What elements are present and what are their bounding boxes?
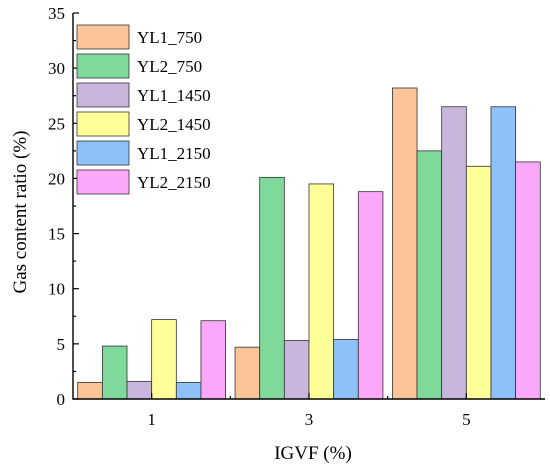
x-tick-label: 5: [462, 410, 471, 429]
legend-swatch-YL1_750: [76, 24, 130, 50]
y-tick-label: 5: [57, 335, 66, 354]
bar-YL2_1450-3: [308, 183, 335, 400]
y-tick-label: 35: [48, 4, 65, 23]
bar-YL2_2150-1: [200, 320, 227, 400]
legend: YL1_750 YL2_750 YL1_1450 YL2_1450 YL1_2150 YL…: [76, 24, 211, 195]
legend-swatch-YL2_1450: [76, 111, 130, 137]
legend-label-YL1_750: YL1_750: [137, 28, 202, 47]
bar-YL1_2150-1: [175, 382, 202, 400]
bar-YL1_2150-3: [333, 339, 359, 400]
bar-YL2_1450-5: [465, 165, 492, 400]
bar-YL2_1450-1: [151, 319, 177, 400]
bar-YL2_750-5: [416, 150, 443, 400]
legend-swatch-YL2_750: [76, 53, 130, 79]
y-tick-label: 0: [57, 390, 66, 409]
y-tick-label: 20: [48, 169, 65, 188]
bar-YL1_1450-3: [283, 340, 310, 400]
bar-YL1_1450-1: [126, 380, 153, 400]
x-axis-label: IGVF (%): [274, 443, 352, 464]
bars-group: [77, 87, 541, 400]
x-tick-label: 1: [147, 410, 156, 429]
bar-YL2_750-1: [101, 345, 128, 400]
bar-YL1_750-3: [234, 346, 261, 400]
legend-label-YL2_1450: YL2_1450: [137, 115, 211, 134]
bar-YL1_750-5: [391, 87, 418, 400]
y-tick-label: 15: [48, 225, 65, 244]
legend-swatch-YL1_2150: [76, 140, 130, 166]
y-axis-label: Gas content ratio (%): [10, 130, 31, 293]
legend-label-YL1_1450: YL1_1450: [137, 86, 211, 105]
y-tick-label: 30: [48, 59, 65, 78]
y-tick-label: 25: [48, 114, 65, 133]
legend-swatch-YL1_1450: [76, 82, 130, 108]
bar-YL2_2150-3: [357, 191, 384, 400]
bar-YL1_1450-5: [441, 106, 467, 400]
bar-YL2_750-3: [259, 176, 285, 400]
bar-YL2_2150-5: [515, 161, 541, 400]
legend-swatch-YL2_2150: [76, 169, 130, 195]
legend-label-YL2_750: YL2_750: [137, 57, 202, 76]
legend-label-YL2_2150: YL2_2150: [137, 173, 211, 192]
y-tick-label: 10: [48, 280, 65, 299]
bar-YL1_2150-5: [490, 106, 517, 400]
bar-YL1_750-1: [77, 382, 103, 400]
x-tick-label: 3: [305, 410, 314, 429]
legend-label-YL1_2150: YL1_2150: [137, 144, 211, 163]
